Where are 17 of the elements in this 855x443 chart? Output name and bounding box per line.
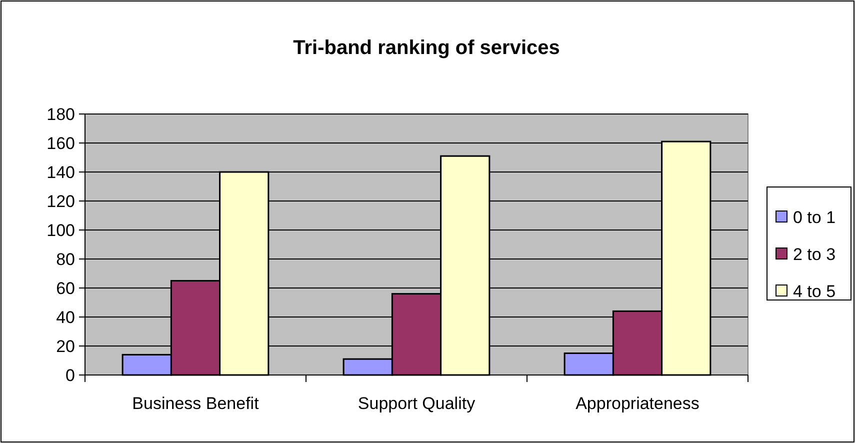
legend-label: 4 to 5 — [793, 282, 836, 301]
y-tick-label: 80 — [56, 250, 75, 269]
y-tick-label: 40 — [56, 308, 75, 327]
y-tick-label: 180 — [46, 104, 75, 124]
y-tick-label: 20 — [56, 336, 75, 356]
legend-label: 0 to 1 — [793, 208, 836, 227]
legend-label: 2 to 3 — [793, 244, 836, 264]
chart-title: Tri-band ranking of services — [293, 37, 560, 59]
y-tick-label: 140 — [46, 162, 75, 182]
x-tick-label: Support Quality — [358, 394, 476, 413]
y-tick-label: 0 — [66, 366, 75, 385]
y-tick-label: 100 — [46, 220, 75, 240]
y-tick-label: 60 — [56, 278, 75, 298]
y-tick-label: 120 — [46, 192, 75, 211]
x-tick-label: Appropriateness — [576, 394, 700, 413]
x-tick-label: Business Benefit — [132, 394, 260, 413]
y-tick-label: 160 — [46, 134, 75, 153]
